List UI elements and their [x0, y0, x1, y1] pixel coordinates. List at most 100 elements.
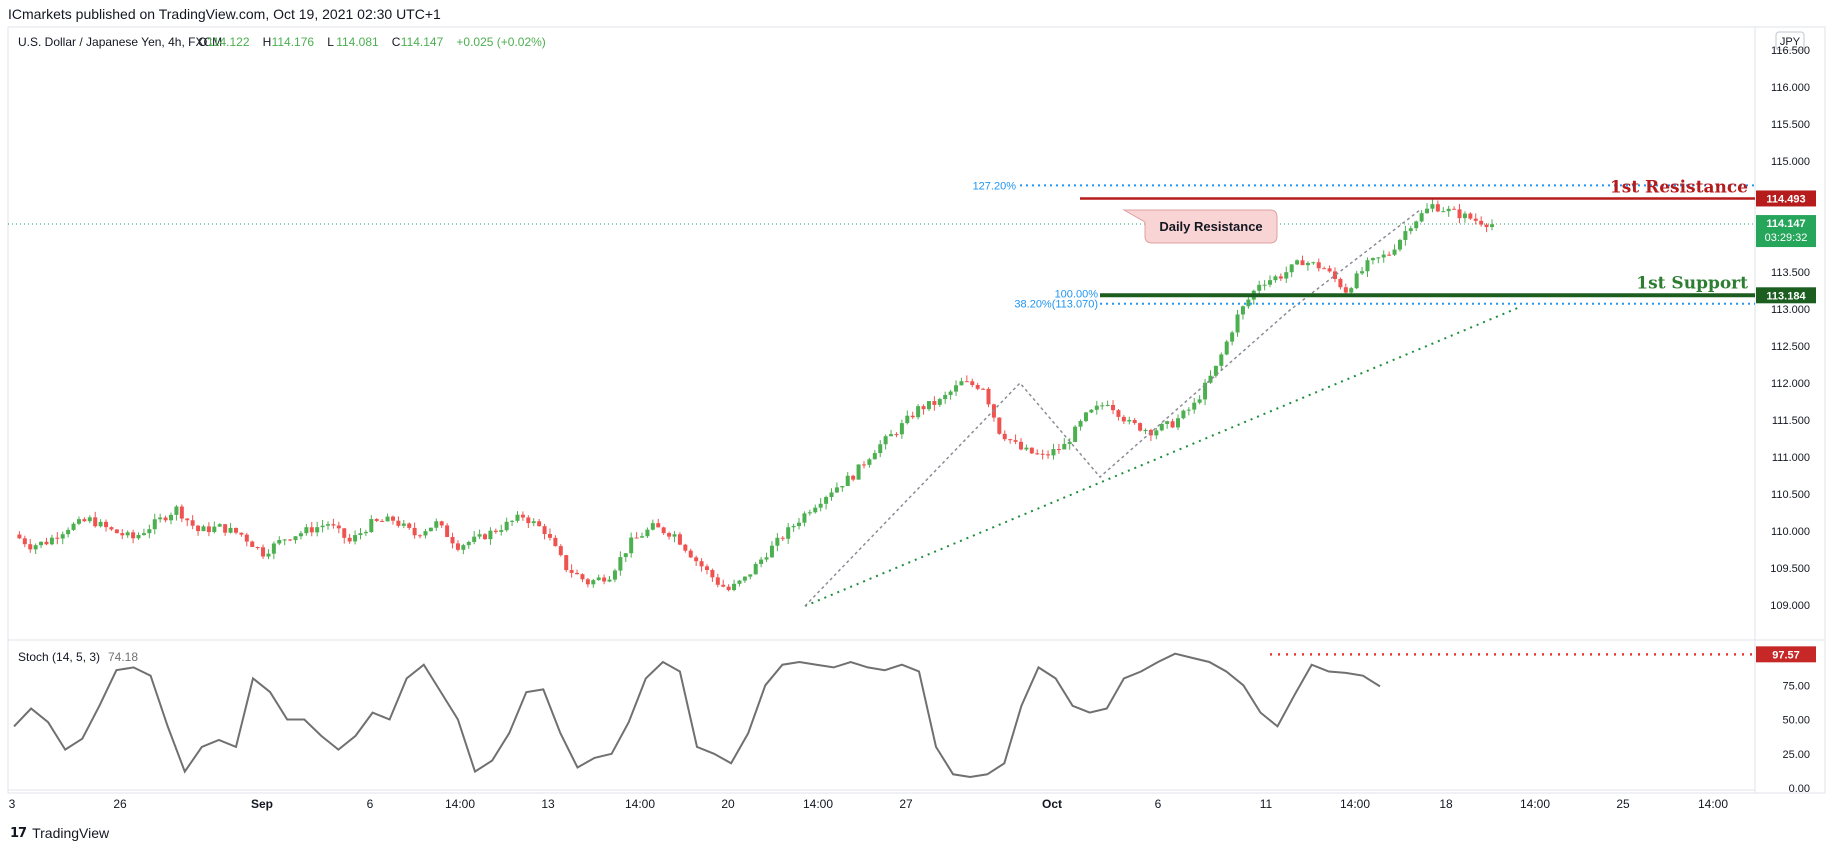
- candle-body: [455, 543, 460, 550]
- candle-body: [1127, 420, 1132, 422]
- candle-body: [1186, 409, 1191, 411]
- trendline-support[interactable]: [804, 306, 1521, 607]
- candle-body: [201, 526, 206, 532]
- candle-body: [363, 532, 368, 534]
- candle-body: [1170, 421, 1175, 428]
- candle-body: [271, 543, 276, 554]
- fib-swing-path: [804, 209, 1421, 607]
- candle-body: [1479, 220, 1484, 225]
- legend-ohlc: O 114.122 H 114.176 L 114.081 C 114.147 +0.025 (…: [198, 35, 546, 49]
- candle-body: [228, 527, 233, 533]
- candle-body: [304, 527, 309, 534]
- candle-body: [1111, 404, 1116, 411]
- candle-body: [1040, 453, 1045, 455]
- candle-body: [1278, 276, 1283, 279]
- candle-body: [1305, 262, 1310, 266]
- candle-body: [1078, 421, 1083, 427]
- candle-body: [1219, 354, 1224, 366]
- candle-body: [1143, 430, 1148, 432]
- currency-tag[interactable]: JPY: [1775, 31, 1805, 51]
- candle-body: [185, 518, 190, 521]
- candle-body: [883, 436, 888, 445]
- candle-body: [1284, 272, 1289, 279]
- candle-body: [1051, 449, 1056, 456]
- stoch-tick-label: 25.00: [1782, 749, 1810, 761]
- candle-body: [807, 512, 812, 514]
- candle-body: [499, 530, 504, 532]
- price-tick-label: 111.500: [1772, 415, 1810, 427]
- candle-body: [1257, 284, 1262, 291]
- candle-body: [1408, 228, 1413, 232]
- candle-body: [1332, 271, 1337, 279]
- candle-body: [196, 525, 201, 532]
- resistance-price-tag: 114.493: [1756, 190, 1816, 207]
- candle-body: [688, 550, 693, 558]
- candle-body: [542, 526, 547, 535]
- candle-body: [239, 532, 244, 535]
- time-tick-label: 14:00: [803, 797, 833, 811]
- candle-body: [656, 523, 661, 528]
- candle-body: [1425, 208, 1430, 214]
- candle-body: [1387, 254, 1392, 256]
- candle-body: [1462, 213, 1467, 219]
- candle-body: [66, 529, 71, 535]
- stoch-axis: 0.00 25.00 50.00 75.00: [1782, 680, 1810, 795]
- candle-body: [282, 539, 287, 541]
- candle-body: [233, 527, 238, 533]
- candle-body: [769, 545, 774, 558]
- candle-body: [856, 464, 861, 480]
- candle-body: [309, 527, 314, 533]
- candle-body: [981, 388, 986, 390]
- candle-body: [1240, 306, 1245, 315]
- candle-body: [623, 553, 628, 558]
- candle-body: [1224, 341, 1229, 355]
- candle-body: [748, 574, 753, 577]
- currency-tag-label: JPY: [1780, 36, 1801, 48]
- candle-body: [1349, 288, 1354, 293]
- candle-body: [147, 529, 152, 534]
- candle-body: [390, 516, 395, 521]
- candle-body: [575, 572, 580, 575]
- candle-body: [423, 531, 428, 536]
- candle-body: [131, 532, 136, 539]
- candle-body: [223, 524, 228, 533]
- candle-body: [125, 532, 130, 536]
- candle-body: [585, 579, 590, 585]
- candle-body: [1316, 262, 1321, 269]
- tradingview-logo: 𝟭𝟳 TradingView: [10, 825, 109, 841]
- time-tick-label: 18: [1439, 797, 1453, 811]
- candle-body: [1013, 440, 1018, 442]
- candle-body: [704, 566, 709, 570]
- candle-body: [889, 434, 894, 437]
- time-tick-label: Oct: [1042, 797, 1062, 811]
- time-tick-label: 3: [9, 797, 16, 811]
- candle-body: [970, 381, 975, 386]
- price-tick-label: 109.000: [1770, 600, 1810, 612]
- time-tick-label: 14:00: [1340, 797, 1370, 811]
- time-tick-label: 6: [1155, 797, 1162, 811]
- legend-l-value: 114.081: [336, 35, 379, 49]
- candle-body: [1327, 268, 1332, 272]
- candle-body: [1094, 405, 1099, 410]
- candle-body: [1397, 239, 1402, 250]
- candle-body: [753, 563, 758, 575]
- price-tick-label: 113.000: [1771, 304, 1810, 316]
- candle-body: [461, 545, 466, 550]
- candle-body: [694, 557, 699, 562]
- candle-body: [786, 527, 791, 539]
- candle-body: [1403, 231, 1408, 240]
- candle-body: [580, 574, 585, 580]
- candle-body: [975, 385, 980, 389]
- candle-body: [190, 520, 195, 526]
- candle-body: [851, 475, 856, 480]
- daily-resistance-callout[interactable]: Daily Resistance: [1122, 209, 1278, 244]
- candle-body: [742, 576, 747, 581]
- legend-o-label: O: [198, 35, 207, 49]
- candle-body: [564, 555, 569, 571]
- candle-body: [1018, 441, 1023, 450]
- support-price: 113.184: [1766, 290, 1806, 302]
- time-tick-label: 27: [899, 797, 913, 811]
- candle-body: [683, 544, 688, 551]
